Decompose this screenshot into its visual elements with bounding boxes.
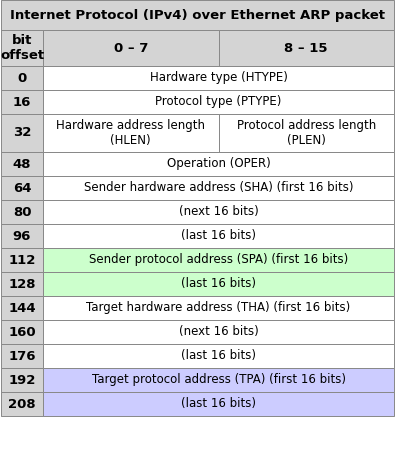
Text: 112: 112 — [8, 254, 36, 266]
Text: Target protocol address (TPA) (first 16 bits): Target protocol address (TPA) (first 16 … — [92, 374, 346, 386]
Text: bit
offset: bit offset — [0, 34, 44, 62]
Text: Operation (OPER): Operation (OPER) — [167, 158, 270, 170]
Bar — [1, 200, 43, 224]
Text: (next 16 bits): (next 16 bits) — [179, 206, 258, 218]
Bar — [43, 176, 394, 200]
Text: Target hardware address (THA) (first 16 bits): Target hardware address (THA) (first 16 … — [87, 302, 351, 314]
Bar — [43, 296, 394, 320]
Bar — [1, 224, 43, 248]
Bar — [1, 320, 43, 344]
Text: 144: 144 — [8, 302, 36, 314]
Bar — [43, 344, 394, 368]
Bar — [1, 176, 43, 200]
Bar — [43, 368, 394, 392]
Text: Sender hardware address (SHA) (first 16 bits): Sender hardware address (SHA) (first 16 … — [84, 182, 353, 194]
Bar — [1, 296, 43, 320]
Text: 208: 208 — [8, 397, 36, 410]
Bar — [43, 248, 394, 272]
Bar — [1, 90, 43, 114]
Bar — [1, 114, 43, 152]
Text: (last 16 bits): (last 16 bits) — [181, 230, 256, 242]
Text: 128: 128 — [8, 278, 36, 290]
Bar — [1, 0, 394, 30]
Text: (last 16 bits): (last 16 bits) — [181, 397, 256, 410]
Bar — [218, 30, 394, 66]
Text: 0: 0 — [17, 72, 26, 85]
Bar — [43, 200, 394, 224]
Text: 16: 16 — [13, 96, 31, 109]
Bar — [43, 272, 394, 296]
Text: Protocol type (PTYPE): Protocol type (PTYPE) — [155, 96, 282, 109]
Text: 48: 48 — [13, 158, 31, 170]
Bar — [43, 90, 394, 114]
Bar — [1, 248, 43, 272]
Text: Internet Protocol (IPv4) over Ethernet ARP packet: Internet Protocol (IPv4) over Ethernet A… — [10, 9, 385, 21]
Bar — [1, 66, 43, 90]
Bar — [1, 272, 43, 296]
Bar — [43, 30, 218, 66]
Bar — [1, 344, 43, 368]
Bar — [218, 114, 394, 152]
Text: 0 – 7: 0 – 7 — [114, 42, 148, 54]
Bar — [43, 114, 218, 152]
Bar — [1, 30, 43, 66]
Text: 160: 160 — [8, 326, 36, 338]
Text: 192: 192 — [8, 374, 36, 386]
Text: 32: 32 — [13, 126, 31, 140]
Bar — [43, 320, 394, 344]
Bar — [43, 66, 394, 90]
Text: (next 16 bits): (next 16 bits) — [179, 326, 258, 338]
Text: 80: 80 — [13, 206, 31, 218]
Bar — [43, 392, 394, 416]
Text: Hardware type (HTYPE): Hardware type (HTYPE) — [150, 72, 288, 85]
Bar — [1, 392, 43, 416]
Text: (last 16 bits): (last 16 bits) — [181, 350, 256, 362]
Bar — [43, 152, 394, 176]
Bar — [1, 368, 43, 392]
Text: 176: 176 — [8, 350, 36, 362]
Bar — [43, 224, 394, 248]
Text: 64: 64 — [13, 182, 31, 194]
Text: 8 – 15: 8 – 15 — [284, 42, 328, 54]
Bar — [1, 152, 43, 176]
Text: Sender protocol address (SPA) (first 16 bits): Sender protocol address (SPA) (first 16 … — [89, 254, 348, 266]
Text: Protocol address length
(PLEN): Protocol address length (PLEN) — [237, 119, 376, 147]
Text: (last 16 bits): (last 16 bits) — [181, 278, 256, 290]
Text: 96: 96 — [13, 230, 31, 242]
Text: Hardware address length
(HLEN): Hardware address length (HLEN) — [56, 119, 205, 147]
